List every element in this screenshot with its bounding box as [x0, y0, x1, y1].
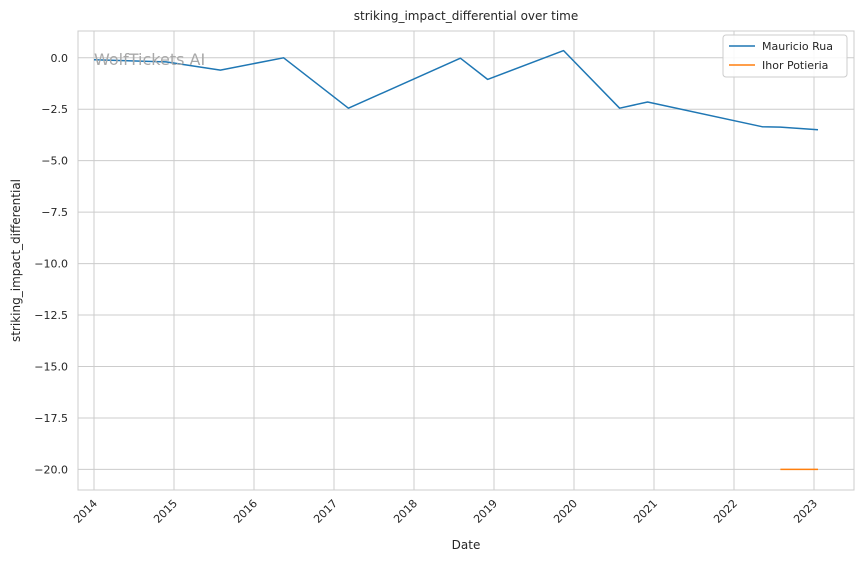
grid-lines	[78, 31, 854, 490]
legend-label: Ihor Potieria	[762, 59, 828, 72]
y-tick-label: −12.5	[34, 309, 68, 322]
y-tick-label: −5.0	[41, 155, 68, 168]
series-line	[93, 49, 819, 131]
legend: Mauricio Rua Ihor Potieria	[722, 34, 848, 78]
y-axis-ticks: 0.0 −2.5 −5.0 −7.5 −10.0 −12.5 −15.0 −17.5 −20.0	[34, 52, 68, 477]
y-tick-label: −2.5	[41, 103, 68, 116]
x-axis-ticks: 2014 2015 2016 2017 2018 2019 2020 2021 2022 2023	[71, 497, 820, 526]
y-tick-label: −7.5	[41, 206, 68, 219]
legend-label: Mauricio Rua	[762, 40, 833, 53]
y-axis-label: striking_impact_differential	[9, 179, 23, 342]
y-tick-label: 0.0	[51, 52, 69, 65]
plot-area-frame	[77, 30, 855, 491]
y-tick-label: −15.0	[34, 361, 68, 374]
series-layer	[93, 49, 819, 471]
y-tick-label: −10.0	[34, 258, 68, 271]
y-tick-label: −20.0	[34, 463, 68, 476]
watermark-text: WolfTickets AI	[94, 50, 205, 69]
x-axis-label: Date	[452, 538, 481, 552]
chart-title: striking_impact_differential over time	[354, 9, 579, 23]
y-tick-label: −17.5	[34, 412, 68, 425]
